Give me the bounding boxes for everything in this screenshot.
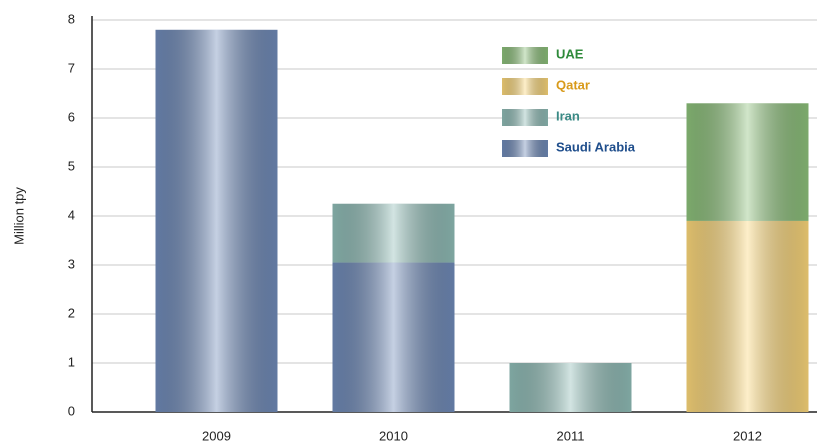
y-tick-label: 8 [68,11,75,26]
x-tick-label: 2009 [202,428,231,443]
legend-label: Qatar [556,77,590,92]
legend-shine [502,78,548,95]
y-axis-label: Million tpy [11,187,26,245]
y-tick-label: 2 [68,305,75,320]
bar-shine [509,363,632,412]
y-tick-label: 5 [68,158,75,173]
legend-label: Saudi Arabia [556,139,636,154]
y-tick-label: 6 [68,109,75,124]
y-tick-label: 0 [68,403,75,418]
y-tick-label: 4 [68,207,75,222]
legend-shine [502,47,548,64]
y-tick-label: 3 [68,256,75,271]
bar-shine [332,262,455,412]
legend-label: UAE [556,46,584,61]
legend-label: Iran [556,108,580,123]
y-tick-label: 1 [68,354,75,369]
bar-shine [686,103,809,221]
x-tick-label: 2011 [557,428,585,443]
y-tick-label: 7 [68,60,75,75]
x-tick-label: 2012 [733,428,762,443]
bar-shine [686,220,809,412]
legend-shine [502,109,548,126]
bar-shine [332,203,455,263]
bar-shine [155,29,278,413]
x-tick-label: 2010 [379,428,408,443]
legend-shine [502,140,548,157]
